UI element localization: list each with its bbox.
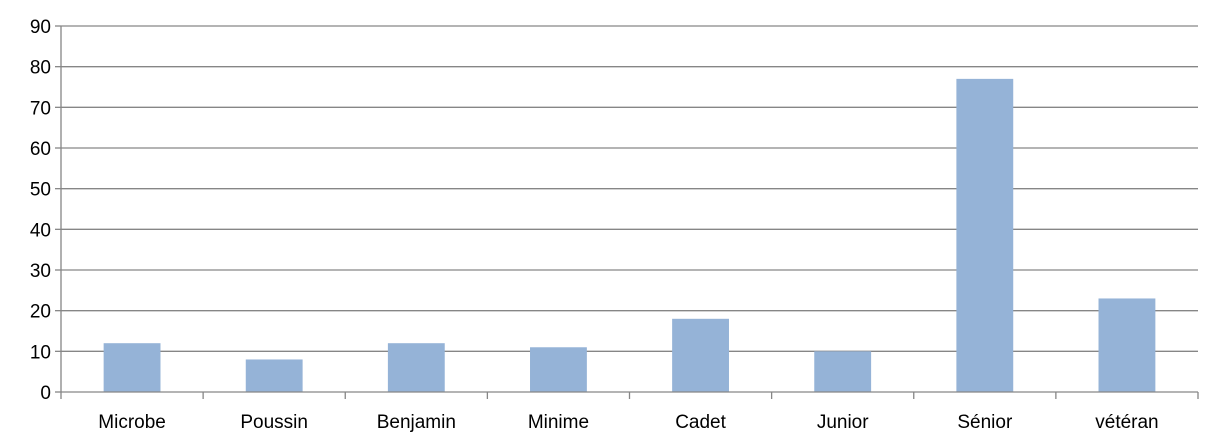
x-tick-label: Microbe	[98, 412, 166, 432]
x-tick-label: Cadet	[675, 412, 726, 432]
bar-minime	[530, 347, 587, 392]
gridlines	[61, 25, 1198, 352]
y-tick-label: 90	[30, 17, 51, 38]
bar-sénior	[956, 78, 1014, 392]
bar-poussin	[245, 359, 303, 392]
bar-series	[103, 78, 1156, 392]
x-tick-label: Junior	[817, 412, 869, 432]
x-tick-label: Benjamin	[377, 412, 456, 432]
y-tick-label: 80	[30, 58, 51, 79]
y-tick-label: 30	[30, 261, 51, 282]
y-tick-label: 50	[30, 180, 51, 201]
x-tick-label: Poussin	[240, 412, 308, 432]
y-tick-label: 10	[30, 342, 51, 363]
axes	[60, 26, 1198, 393]
bar-microbe	[103, 343, 161, 392]
y-tick-label: 0	[40, 383, 51, 404]
y-tick-label: 20	[30, 302, 51, 323]
y-axis-ticks: 0 10 20 30 40 50 60 70 80 90	[30, 17, 61, 404]
y-tick-label: 40	[30, 220, 51, 241]
y-tick-label: 70	[30, 98, 51, 119]
x-tick-label: Sénior	[957, 412, 1013, 432]
y-tick-label: 60	[30, 139, 51, 160]
bar-vétéran	[1098, 298, 1156, 392]
bar-cadet	[672, 318, 729, 392]
bar-benjamin	[387, 343, 445, 392]
x-tick-label: vétéran	[1095, 412, 1158, 432]
bar-junior	[814, 351, 872, 392]
x-axis-ticks: Microbe Poussin Benjamin Minime Cadet Junior S…	[60, 392, 1199, 432]
x-tick-label: Minime	[528, 412, 589, 432]
